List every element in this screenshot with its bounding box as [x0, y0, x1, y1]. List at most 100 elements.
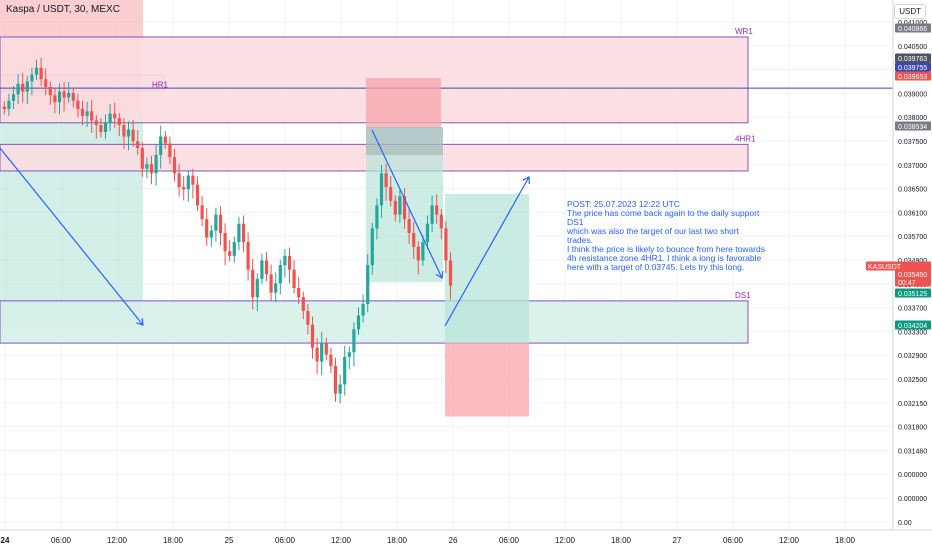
price-tag-label: 0.039653: [898, 74, 927, 81]
candle-body: [7, 100, 11, 110]
candle-body: [223, 232, 227, 252]
candle-body: [21, 83, 25, 92]
candle-body: [421, 242, 425, 261]
y-tick-label: 0.039000: [898, 91, 927, 98]
candle-body: [80, 109, 85, 116]
candle-body: [448, 260, 453, 286]
candle-body: [62, 91, 66, 98]
candle-body: [402, 196, 407, 220]
candle-body: [103, 122, 108, 132]
candle-body: [384, 173, 388, 188]
candle-body: [154, 154, 158, 174]
candle-body: [301, 297, 305, 311]
candle-body: [407, 219, 411, 233]
candle-body: [205, 219, 209, 238]
zone-label-ds1: DS1: [735, 291, 751, 300]
y-tick-label: 0.00: [898, 520, 912, 527]
candle-body: [292, 269, 296, 289]
candle-body: [398, 196, 402, 215]
x-tick-label: 27: [673, 536, 682, 545]
candle-body: [439, 214, 443, 229]
candle-body: [99, 125, 103, 132]
candle-body: [297, 288, 301, 298]
candle-body: [182, 187, 186, 190]
x-tick-label: 18:00: [835, 536, 856, 545]
currency-button[interactable]: USDT: [894, 4, 926, 19]
candle-body: [343, 356, 347, 385]
candle-body: [53, 95, 57, 103]
price-tag: [895, 53, 931, 63]
candle-body: [191, 175, 195, 185]
short-stop-box: [366, 78, 441, 128]
candle-body: [200, 205, 204, 220]
price-tag: [895, 23, 931, 33]
price-tag-label: 0.035450: [898, 272, 927, 279]
candle-body: [25, 81, 29, 92]
y-tick-label: 0.033700: [898, 306, 927, 313]
x-tick-label: 18:00: [611, 536, 632, 545]
candle-body: [375, 205, 379, 229]
candle-body: [34, 67, 39, 75]
candle-body: [416, 246, 420, 261]
price-tag-label: 00:47: [898, 280, 916, 287]
candle-body: [255, 278, 259, 298]
candle-body: [186, 175, 190, 190]
candle-body: [71, 92, 75, 101]
candle-body: [67, 92, 71, 98]
candle-body: [425, 223, 430, 243]
x-tick-label: 18:00: [387, 536, 408, 545]
candle-body: [209, 230, 213, 238]
candle-body: [347, 352, 351, 357]
candle-body: [370, 228, 374, 266]
candle-body: [366, 265, 370, 305]
candle-body: [39, 67, 43, 80]
candle-body: [324, 343, 328, 355]
candle-body: [393, 200, 397, 215]
candle-body: [48, 86, 52, 96]
price-tag-label: KASUSDT: [868, 264, 902, 271]
x-tick-label: 12:00: [779, 536, 800, 545]
price-tag: [895, 320, 931, 330]
long-target-box: [445, 193, 529, 344]
candle-body: [315, 347, 319, 362]
candle-body: [177, 173, 181, 188]
x-tick-label: 12:00: [555, 536, 576, 545]
down-arrow-recent-head: [435, 270, 444, 280]
y-tick-label: 0.032500: [898, 377, 927, 384]
price-tag: [895, 62, 931, 72]
candle-body: [168, 143, 172, 158]
x-tick-label: 26: [449, 536, 458, 545]
candle-body: [306, 310, 310, 325]
candle-body: [269, 274, 273, 293]
candle-body: [172, 157, 177, 174]
y-tick-label: 0.032900: [898, 353, 927, 360]
y-tick-label: 0.031460: [898, 448, 927, 455]
zone-label-4hr1: 4HR1: [735, 134, 756, 143]
candle-body: [237, 223, 241, 243]
x-tick-label: 06:00: [275, 536, 296, 545]
candle-body: [274, 283, 278, 293]
candle-body: [430, 205, 434, 224]
price-tag-label: 0.040866: [898, 26, 927, 33]
candle-body: [356, 315, 361, 330]
candle-body: [57, 91, 62, 103]
candle-body: [90, 111, 94, 121]
candle-body: [329, 354, 333, 367]
y-tick-label: 0.000000: [898, 496, 927, 503]
x-tick-label: 24: [1, 536, 10, 545]
zone-label-hr1: HR1: [152, 81, 169, 90]
candle-body: [149, 164, 154, 174]
candle-body: [228, 251, 232, 256]
x-tick-label: 25: [225, 536, 234, 545]
price-tag: [895, 121, 931, 131]
candle-body: [251, 269, 255, 298]
candle-body: [287, 255, 292, 270]
y-tick-label: 0.033300: [898, 329, 927, 336]
y-tick-label: 0.000000: [898, 472, 927, 479]
candle-body: [16, 83, 20, 95]
y-tick-label: 0.037000: [898, 163, 927, 170]
candle-body: [108, 113, 112, 123]
y-tick-label: 0.037500: [898, 139, 927, 146]
